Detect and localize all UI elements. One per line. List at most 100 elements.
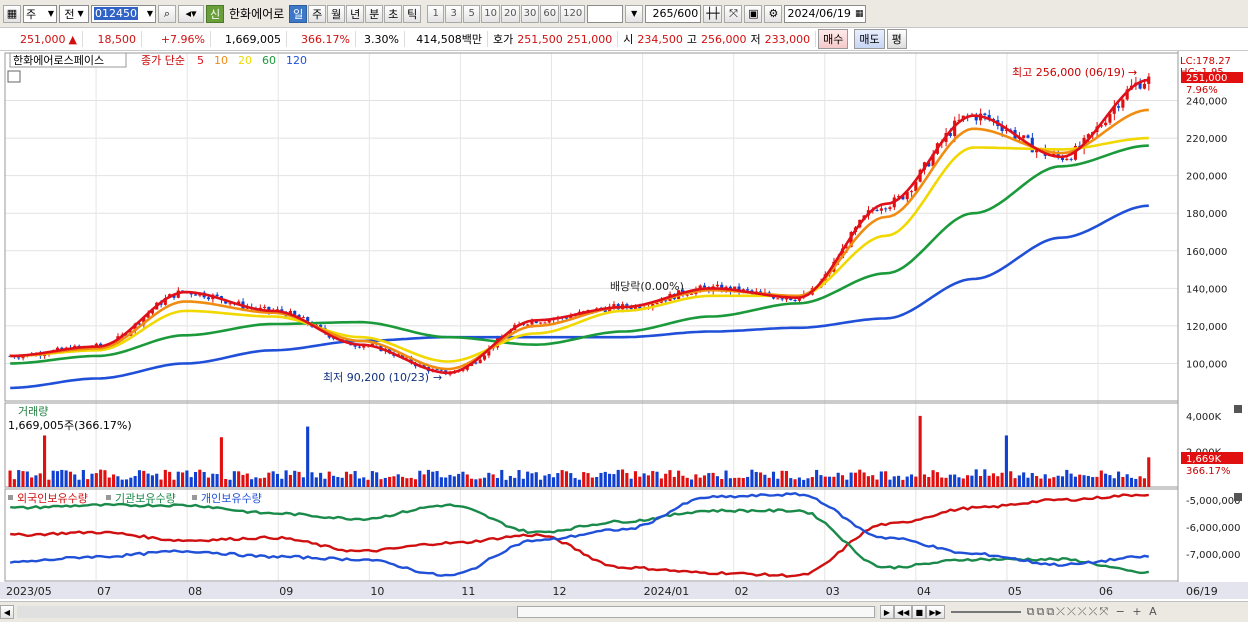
chart-svg[interactable]: 100,000 120,000 140,000 160,000 180,000 200,0… [0, 51, 1248, 601]
period-tab-4[interactable]: 분 [365, 4, 384, 23]
volume-bar [629, 478, 633, 487]
period-tab-0[interactable]: 일 [289, 4, 308, 23]
stock-code-input[interactable]: 012450 ▼ [91, 4, 156, 23]
candle-body [267, 306, 271, 312]
interval-tabs: 1 3 5 10 20 30 60 120 [427, 4, 586, 23]
stop-icon[interactable]: ■ [912, 605, 927, 619]
volume-bar [262, 477, 267, 487]
volume-bar [112, 474, 116, 487]
sell-button[interactable]: 매도 [854, 29, 885, 49]
chart-area[interactable]: 100,000 120,000 140,000 160,000 180,000 200,0… [0, 51, 1248, 601]
candle-body [1004, 129, 1008, 131]
scroll-left-icon[interactable]: ◀ [0, 605, 14, 619]
volume-bar [711, 472, 715, 487]
volume-bar [681, 475, 685, 487]
up-arrow-icon: ▲ [68, 32, 77, 46]
candle-body [1099, 125, 1103, 127]
interval-tab-6[interactable]: 60 [540, 4, 560, 23]
candle-body [137, 323, 142, 325]
period-tab-5[interactable]: 초 [384, 4, 403, 23]
ma-legend-1: 10 [214, 54, 228, 67]
x-axis-band [0, 582, 1248, 599]
view-icons[interactable]: ⧉⧉⧉⤫⤫⤫⤫⤧ − + A [1026, 605, 1159, 618]
candle-body [746, 289, 750, 291]
volume-bar [905, 476, 909, 487]
period-tab-1[interactable]: 주 [308, 4, 327, 23]
holding-close-icon[interactable] [1234, 493, 1242, 501]
candle-body [301, 317, 305, 319]
volume-bar [582, 472, 586, 487]
volume-bar [586, 473, 590, 487]
count-input[interactable]: 265/600 [645, 4, 702, 23]
x-tick-6: 12 [553, 585, 567, 598]
stock-label-box[interactable] [9, 52, 127, 68]
fast-forward-icon[interactable]: ▶▶ [926, 605, 945, 619]
speaker-icon[interactable]: ◂▾ [178, 4, 204, 23]
volume-bar [901, 479, 905, 487]
interval-tab-2[interactable]: 5 [463, 4, 481, 23]
interval-tab-7[interactable]: 120 [560, 4, 586, 23]
x-tick-3: 09 [279, 585, 293, 598]
period-select[interactable]: 주 ▼ [23, 4, 57, 23]
date-input[interactable]: 2024/06/19 ▦ [784, 4, 867, 23]
volume-bar [1108, 475, 1112, 487]
zoom-slider[interactable] [950, 611, 1021, 613]
volume-bar [659, 478, 663, 487]
sin-badge[interactable]: 신 [206, 4, 224, 23]
save-icon[interactable]: ▣ [744, 4, 763, 23]
volume-bar [1065, 469, 1069, 487]
candle-body [957, 119, 961, 121]
table-icon[interactable] [7, 70, 21, 83]
candle-body [987, 114, 991, 119]
search-icon[interactable]: ⌕ [158, 4, 176, 23]
prev-button[interactable]: 전 ▼ [59, 4, 89, 23]
volume-bar [159, 479, 163, 487]
interval-tab-4[interactable]: 20 [500, 4, 520, 23]
ohl-section: 시 234,500 고 256,000 저 233,000 [618, 31, 817, 47]
chevron-down-icon[interactable]: ▼ [625, 4, 644, 23]
volume-bar [336, 476, 340, 487]
volume-close-icon[interactable] [1234, 405, 1242, 413]
scroll-right-icon[interactable]: ▶ [880, 605, 894, 619]
horizontal-scrollbar[interactable] [17, 606, 877, 618]
layout-icon[interactable]: ▦ [3, 4, 21, 23]
volume-bar [405, 478, 409, 487]
x-tick-0: 2023/05 [6, 585, 52, 598]
interval-tab-5[interactable]: 30 [520, 4, 540, 23]
volume-bar [564, 471, 569, 487]
interval-input[interactable] [587, 4, 624, 23]
price-tick-3: 160,000 [1186, 247, 1227, 258]
candle-type-icon[interactable]: ┼┼ [703, 4, 723, 23]
interval-tab-0[interactable]: 1 [427, 4, 445, 23]
volume-bar [513, 477, 517, 487]
candle-body [543, 322, 547, 324]
volume-bar [871, 475, 875, 487]
volume-tag [1181, 452, 1243, 464]
interval-tab-3[interactable]: 10 [481, 4, 500, 23]
draw-tool-icon[interactable]: ⤧ [724, 4, 743, 23]
gear-icon[interactable]: ⚙ [764, 4, 783, 23]
volume-bar [482, 477, 487, 487]
x-tick-4: 10 [370, 585, 384, 598]
scrollbar-thumb[interactable] [517, 606, 875, 618]
volume-bar [1086, 475, 1090, 487]
period-tab-2[interactable]: 월 [327, 4, 346, 23]
volume-bar [461, 471, 465, 487]
volume-bar [840, 475, 845, 487]
volume-bar [1004, 435, 1008, 487]
candle-body [435, 369, 439, 371]
period-tab-3[interactable]: 년 [346, 4, 365, 23]
volume-bar [832, 476, 836, 487]
candle-body [849, 232, 853, 248]
low-label: 저 [750, 33, 761, 46]
current-price: 251,000 ▲ [0, 31, 83, 47]
buy-button[interactable]: 매수 [818, 29, 849, 49]
eval-button[interactable]: 평 [886, 29, 907, 49]
volume-bar [431, 471, 435, 487]
candle-body [793, 299, 797, 301]
rewind-icon[interactable]: ◀◀ [894, 605, 913, 619]
interval-tab-1[interactable]: 3 [445, 4, 463, 23]
volume-tick-0: 4,000K [1186, 412, 1222, 423]
candle-body [539, 322, 543, 324]
period-tab-6[interactable]: 틱 [403, 4, 422, 23]
